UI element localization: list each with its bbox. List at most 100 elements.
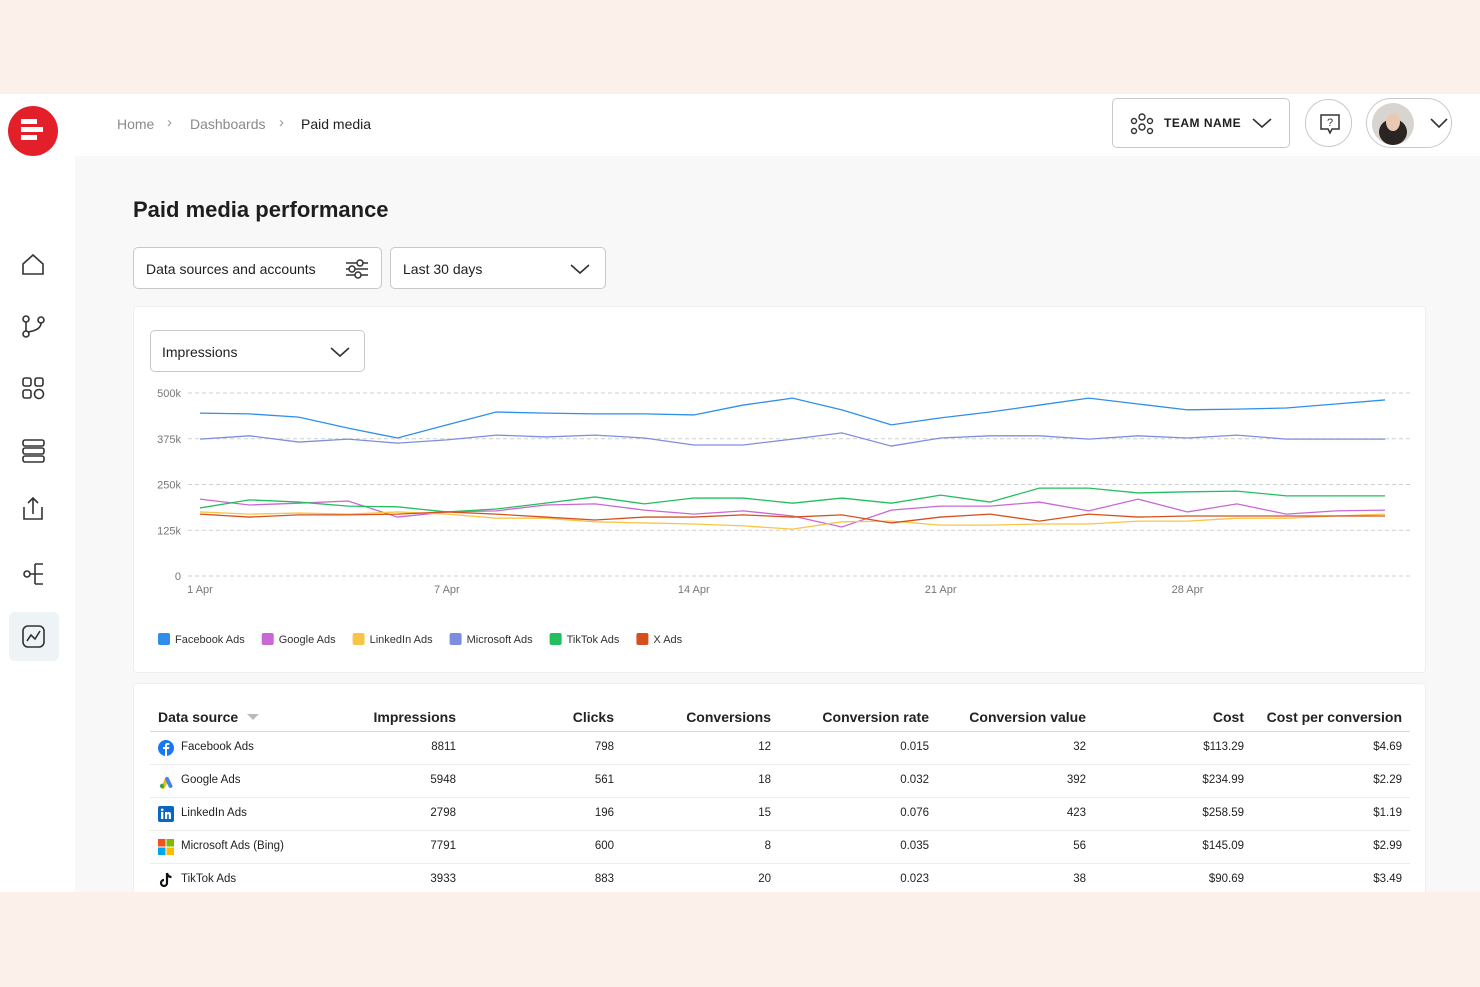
table-cell: 32: [1073, 741, 1086, 753]
source-icon: [158, 806, 174, 822]
filter-label: Data sources and accounts: [146, 261, 316, 277]
profile-button[interactable]: [1366, 98, 1452, 148]
table-cell: 883: [594, 873, 614, 885]
table-cell: $4.69: [1373, 741, 1402, 753]
table-cell: 5948: [430, 774, 456, 786]
legend-label: Facebook Ads: [175, 634, 245, 646]
legend-swatch: [261, 633, 274, 645]
breadcrumb[interactable]: Home: [117, 116, 155, 132]
legend-swatch: [352, 633, 365, 645]
line-chart: 0 125k 250k 375k 500k 1 Apr 7 Apr 14 Apr 21 Apr 2…: [157, 388, 1410, 646]
help-button[interactable]: ?: [1305, 99, 1352, 147]
home-icon[interactable]: [22, 253, 44, 275]
table-cell: Microsoft Ads (Bing): [181, 840, 284, 852]
x-tick-label: 14 Apr: [678, 584, 710, 596]
series-line: [199, 511, 1385, 524]
table-cell: 20: [758, 873, 771, 885]
date-range-label: Last 30 days: [403, 261, 483, 277]
y-tick-label: 125k: [157, 525, 181, 537]
sidebar-icons: [8, 106, 59, 661]
series-line: [199, 511, 1386, 530]
x-tick-label: 1 Apr: [187, 584, 213, 596]
column-header: Conversions: [686, 709, 771, 725]
server-icon[interactable]: [22, 439, 45, 463]
table-cell: 392: [1066, 774, 1086, 786]
legend-swatch: [549, 633, 562, 645]
table-cell: 2798: [430, 807, 456, 819]
table-cell: 0.035: [900, 840, 929, 852]
header-rule: [150, 731, 1410, 732]
table-cell: 3933: [430, 873, 456, 885]
row-rule: [150, 797, 1410, 798]
table-cell: 0.023: [900, 873, 929, 885]
series-line: [199, 397, 1386, 439]
column-header[interactable]: Data source: [158, 709, 260, 725]
metric-label: Impressions: [162, 344, 238, 360]
table-cell: 56: [1073, 840, 1086, 852]
table-cell: 0.076: [900, 807, 929, 819]
column-header: Cost: [1212, 709, 1244, 725]
series-line: [199, 498, 1386, 528]
svg-text:?: ?: [1327, 117, 1333, 129]
source-icon: [158, 872, 174, 888]
table-cell: 0.032: [900, 774, 929, 786]
column-header: Clicks: [572, 709, 614, 725]
row-rule: [150, 764, 1410, 765]
table-card: [133, 683, 1426, 892]
team-name: TEAM NAME: [1164, 116, 1242, 130]
table-cell: 0.015: [900, 741, 929, 753]
table-cell: Facebook Ads: [181, 741, 254, 753]
apps-icon[interactable]: [22, 377, 45, 400]
legend-label: Microsoft Ads: [467, 634, 534, 646]
table-cell: $90.69: [1208, 873, 1244, 885]
legend-label: LinkedIn Ads: [370, 634, 433, 646]
legend-swatch: [636, 633, 649, 645]
active-nav[interactable]: [9, 612, 59, 661]
row-rule: [150, 830, 1410, 831]
column-header: Impressions: [373, 709, 456, 725]
table-cell: 8811: [431, 741, 456, 753]
column-header: Conversion rate: [822, 709, 929, 725]
source-icon: [158, 839, 174, 855]
chart-card: [133, 306, 1426, 673]
table-cell: $1.19: [1373, 807, 1402, 819]
table-cell: $2.99: [1373, 840, 1402, 852]
table-cell: $234.99: [1202, 774, 1244, 786]
column-header: Conversion value: [969, 709, 1086, 725]
table-cell: 798: [594, 741, 614, 753]
table-cell: 38: [1073, 873, 1086, 885]
legend-label: TikTok Ads: [567, 634, 620, 646]
data-sources-filter[interactable]: Data sources and accounts: [133, 247, 382, 289]
source-icon: [158, 773, 174, 789]
table-cell: $145.09: [1202, 840, 1244, 852]
date-range-select[interactable]: Last 30 days: [390, 247, 606, 289]
branch-icon[interactable]: [22, 315, 45, 338]
team-icon: [1130, 113, 1154, 135]
breadcrumb[interactable]: Dashboards: [190, 116, 266, 132]
series-line: [199, 432, 1385, 447]
series-line: [199, 487, 1385, 513]
y-tick-label: 0: [175, 571, 181, 583]
data-table: Data source Impressions Clicks Conversions C…: [0, 94, 1480, 892]
table-cell: $258.59: [1202, 807, 1244, 819]
x-tick-label: 28 Apr: [1172, 584, 1204, 596]
y-tick-label: 250k: [157, 480, 181, 492]
row-rule: [150, 863, 1410, 864]
flow-icon[interactable]: [23, 563, 43, 585]
legend-label: X Ads: [653, 634, 682, 646]
legend-label: Google Ads: [279, 634, 336, 646]
table-cell: 423: [1066, 807, 1086, 819]
table-cell: 196: [594, 807, 614, 819]
table-cell: $3.49: [1373, 873, 1402, 885]
table-cell: 18: [758, 774, 771, 786]
team-button[interactable]: TEAM NAME: [1112, 98, 1290, 148]
table-cell: TikTok Ads: [181, 873, 237, 885]
upload-icon[interactable]: [23, 496, 43, 520]
table-cell: 8: [764, 840, 771, 852]
table-cell: $2.29: [1373, 774, 1402, 786]
app-frame: Home › Dashboards › Paid media TEAM NAME…: [0, 94, 1480, 892]
table-cell: 561: [594, 774, 614, 786]
metric-select[interactable]: Impressions: [150, 330, 365, 372]
x-tick-label: 21 Apr: [925, 584, 957, 596]
